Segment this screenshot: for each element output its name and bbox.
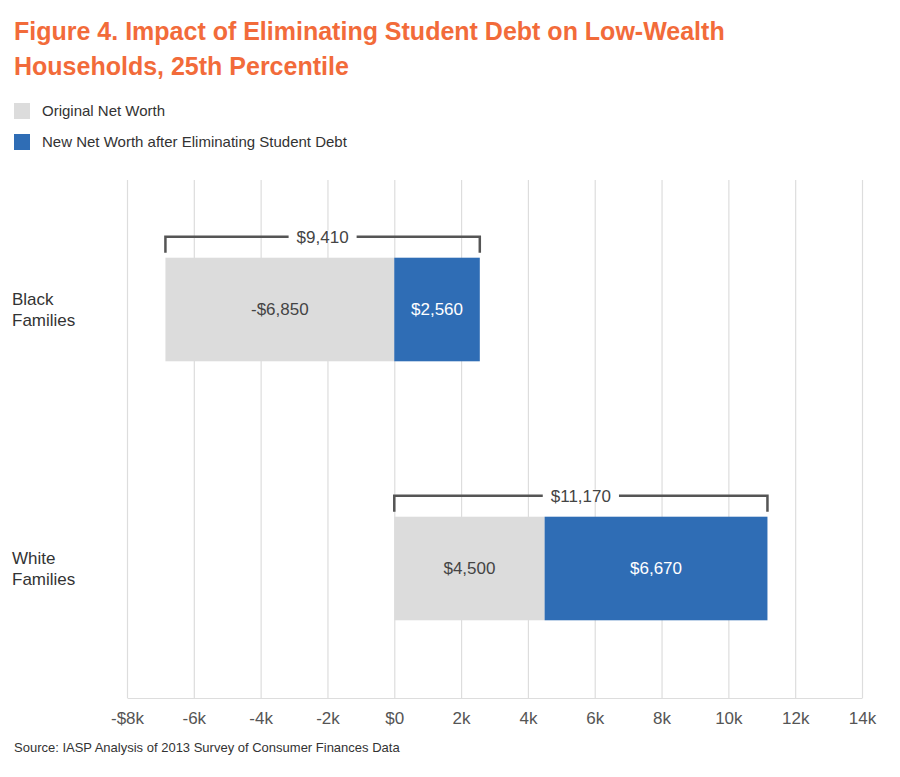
legend-label: New Net Worth after Eliminating Student … [42, 133, 348, 150]
data-label: $4,500 [443, 559, 495, 578]
x-tick-label: 14k [849, 709, 877, 728]
x-tick: 14k [849, 180, 877, 728]
x-tick: 12k [782, 180, 810, 728]
legend-swatch [14, 103, 30, 119]
x-tick: 10k [715, 180, 743, 728]
grid-line [795, 180, 796, 698]
span-label: $9,410 [297, 228, 349, 247]
x-tick: 8k [653, 180, 671, 728]
grid-line [862, 180, 863, 698]
y-tick-label: WhiteFamilies [12, 549, 75, 588]
bar [165, 258, 394, 362]
data-labels: -$6,850 $4,500 $2,560 $6,670 [251, 300, 682, 578]
x-tick: 4k [519, 180, 537, 728]
x-tick-label: 4k [519, 709, 537, 728]
span-brackets: $9,410 $11,170 [165, 228, 767, 512]
source: Source: IASP Analysis of 2013 Survey of … [14, 740, 400, 755]
x-tick-label: -6k [183, 709, 207, 728]
x-tick-label: 12k [782, 709, 810, 728]
x-axis: -$8k -6k -4k -2k $0 2k 4k 6k 8k 10k 12k 14k [111, 180, 877, 728]
x-tick: -$8k [111, 180, 145, 728]
grid-line [127, 180, 128, 698]
data-label: $6,670 [630, 559, 682, 578]
y-tick: BlackFamilies [12, 290, 127, 329]
data-label: -$6,850 [251, 300, 309, 319]
chart: Figure 4. Impact of Eliminating Student … [0, 0, 900, 777]
legend: Original Net Worth New Net Worth after El… [14, 102, 348, 150]
x-axis-line [128, 698, 863, 699]
legend-swatch [14, 134, 30, 150]
y-tick-label: BlackFamilies [12, 290, 75, 329]
data-label: $2,560 [411, 300, 463, 319]
legend-label: Original Net Worth [42, 102, 165, 119]
x-tick-label: 6k [586, 709, 604, 728]
y-axis: BlackFamilies WhiteFamilies [12, 290, 127, 588]
x-tick: 6k [586, 180, 604, 728]
span-label: $11,170 [551, 487, 611, 506]
x-tick-label: $0 [385, 709, 404, 728]
title: Figure 4. Impact of Eliminating Student … [14, 17, 725, 80]
x-tick-label: 2k [453, 709, 471, 728]
x-tick-label: -2k [316, 709, 340, 728]
x-tick-label: 10k [715, 709, 743, 728]
bar [394, 258, 480, 362]
y-tick: WhiteFamilies [12, 549, 127, 588]
x-tick-label: -$8k [111, 709, 145, 728]
bar [545, 517, 768, 621]
bars [165, 258, 767, 621]
x-tick-label: 8k [653, 709, 671, 728]
x-tick-label: -4k [249, 709, 273, 728]
bar [394, 517, 544, 621]
